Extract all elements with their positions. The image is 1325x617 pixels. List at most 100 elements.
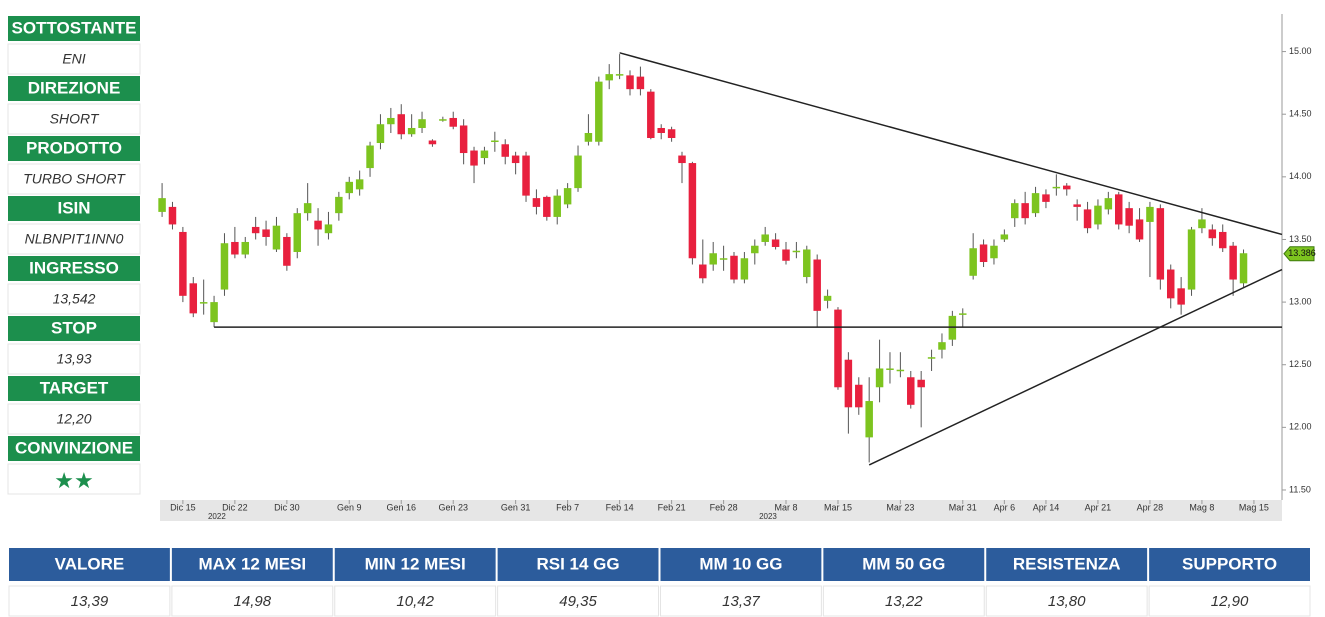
x-tick-label: Apr 14 <box>1033 502 1060 512</box>
candle-body <box>834 309 842 388</box>
table-cell: 13,39 <box>71 593 109 610</box>
candle-body <box>771 239 780 247</box>
candle-body <box>792 250 801 253</box>
y-tick-label: 12.50 <box>1289 359 1312 369</box>
y-tick-label: 13.00 <box>1289 296 1312 306</box>
candle-body <box>1146 206 1154 222</box>
table-header: RSI 14 GG <box>536 554 619 573</box>
panel-header-bg <box>8 256 140 281</box>
candle-body <box>907 377 915 405</box>
candle-body <box>210 302 218 323</box>
candle-body <box>688 163 697 259</box>
x-tick-label: Mar 15 <box>824 502 852 512</box>
table-cell: 49,35 <box>559 593 597 610</box>
table-header-bg <box>497 548 659 581</box>
candle-body <box>990 245 998 259</box>
candle-body <box>376 124 385 144</box>
candle-body <box>272 225 281 250</box>
panel-value-bg <box>7 463 141 495</box>
candle-body <box>428 140 437 145</box>
x-tick-label: Mag 15 <box>1239 502 1269 512</box>
table-cell-bg <box>497 585 659 617</box>
x-tick-label: Mar 8 <box>774 502 797 512</box>
y-tick-label: 15.00 <box>1289 46 1312 56</box>
panel-value: ★★ <box>54 468 93 493</box>
x-year-label: 2022 <box>208 512 226 521</box>
candle-body <box>1000 234 1009 240</box>
table-cell: 13,80 <box>1048 593 1086 610</box>
table-cell: 13,37 <box>722 593 760 610</box>
table-cell: 13,22 <box>885 593 923 610</box>
panel-value-bg <box>7 343 141 375</box>
candle-body <box>969 248 977 276</box>
trend-line <box>868 268 1283 466</box>
candle-body <box>626 75 634 90</box>
candle-body <box>615 74 624 76</box>
candle-body <box>1052 186 1061 189</box>
candle-body <box>719 258 728 260</box>
candle-body <box>979 244 988 263</box>
panel-header-bg <box>8 76 140 101</box>
panel-header-bg <box>8 16 140 41</box>
table-header-bg <box>1149 548 1310 581</box>
table-cell: 12,90 <box>1211 593 1249 610</box>
x-axis-strip <box>160 500 1282 521</box>
candle-body <box>345 181 353 194</box>
candle-body <box>803 249 811 278</box>
panel-value: 13,542 <box>53 291 96 307</box>
candle-body <box>855 384 863 408</box>
panel-value: 13,93 <box>56 351 91 367</box>
panel-header: INGRESSO <box>29 258 119 277</box>
candle-body <box>1011 203 1019 219</box>
candle-body <box>262 229 270 237</box>
candle-body <box>459 125 468 154</box>
panel-value-bg <box>7 283 141 315</box>
candle-body <box>231 241 239 255</box>
candle-body <box>1166 269 1175 299</box>
panel-header: DIREZIONE <box>28 78 121 97</box>
y-tick-label: 14.50 <box>1289 109 1312 119</box>
last-value-box <box>1283 246 1315 262</box>
x-tick-label: Feb 28 <box>710 502 738 512</box>
candle-body <box>1104 198 1113 210</box>
table-header-bg <box>9 548 170 581</box>
candle-body <box>1073 204 1081 207</box>
x-tick-label: Gen 23 <box>438 502 468 512</box>
table-cell: 14,98 <box>234 593 272 610</box>
x-year-label: 2023 <box>759 512 777 521</box>
candle-body <box>366 145 374 169</box>
panel-value-bg <box>7 103 141 135</box>
candle-body <box>709 253 717 265</box>
candle-body <box>667 129 676 139</box>
x-tick-label: Apr 28 <box>1137 502 1164 512</box>
candle-body <box>1187 229 1196 290</box>
panel-value: TURBO SHORT <box>23 171 126 187</box>
x-tick-label: Mar 31 <box>949 502 977 512</box>
candle-body <box>1177 288 1185 305</box>
table-header: RESISTENZA <box>1013 554 1121 573</box>
table-header: VALORE <box>55 554 125 573</box>
candle-body <box>220 243 229 290</box>
candle-body <box>740 258 749 280</box>
candle-body <box>387 117 395 125</box>
panel-value-bg <box>7 163 141 195</box>
candle-body <box>1239 253 1248 284</box>
candle-body <box>1198 219 1206 229</box>
y-tick-label: 12.00 <box>1289 422 1312 432</box>
candle-body <box>896 369 905 372</box>
candle-body <box>844 359 853 408</box>
candle-body <box>241 241 250 255</box>
candle-body <box>1156 208 1165 280</box>
candle-body <box>522 155 530 196</box>
candle-body <box>595 81 603 142</box>
candle-body <box>1218 231 1227 249</box>
y-tick-label: 13.50 <box>1289 234 1312 244</box>
table-header: MAX 12 MESI <box>198 554 306 573</box>
x-tick-label: Mar 23 <box>886 502 914 512</box>
candle-body <box>418 119 426 128</box>
table-header: MIN 12 MESI <box>365 554 466 573</box>
candle-body <box>532 198 541 207</box>
candle-body <box>511 155 520 164</box>
panel-header-bg <box>8 196 140 221</box>
